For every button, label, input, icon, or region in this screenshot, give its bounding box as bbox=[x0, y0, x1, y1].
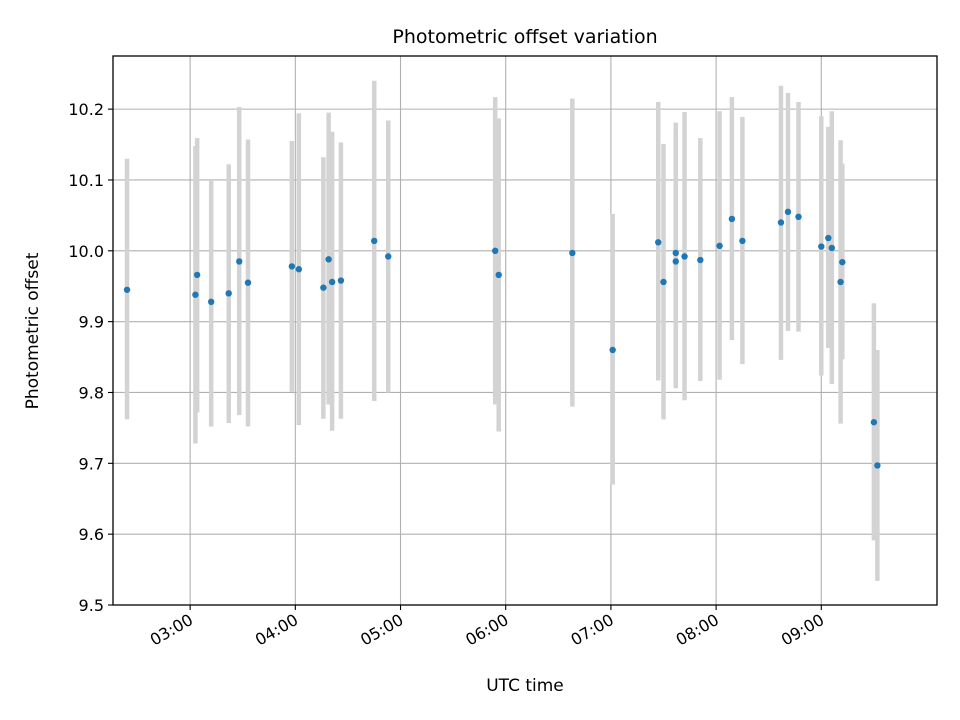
data-point bbox=[385, 253, 392, 260]
y-tick-label: 9.5 bbox=[79, 596, 104, 615]
data-points bbox=[123, 208, 881, 469]
y-tick-label: 10.1 bbox=[68, 171, 104, 190]
data-point bbox=[244, 279, 252, 286]
data-point bbox=[660, 278, 667, 286]
y-tick-label: 9.7 bbox=[79, 454, 104, 473]
data-point bbox=[609, 346, 616, 354]
data-point bbox=[784, 208, 792, 216]
y-axis: 9.5 9.6 9.7 9.8 9.9 10.0 10.1 10.2 bbox=[68, 100, 113, 615]
data-point bbox=[739, 237, 746, 245]
data-point bbox=[320, 284, 327, 291]
x-axis-label: UTC time bbox=[486, 676, 564, 696]
y-axis-label: Photometric offset bbox=[23, 252, 43, 409]
data-point bbox=[569, 249, 576, 257]
y-tick-label: 9.6 bbox=[79, 525, 104, 544]
data-point bbox=[874, 462, 881, 469]
data-point bbox=[295, 266, 303, 273]
data-point bbox=[655, 239, 662, 246]
data-point bbox=[236, 258, 243, 265]
data-point bbox=[491, 247, 499, 255]
data-point bbox=[225, 290, 232, 297]
data-point bbox=[825, 234, 832, 242]
plot-frame bbox=[112, 55, 938, 606]
data-point bbox=[681, 253, 688, 260]
data-point bbox=[870, 419, 878, 426]
y-tick-label: 10.2 bbox=[68, 100, 104, 119]
data-point bbox=[839, 258, 846, 266]
y-tick-label: 9.9 bbox=[79, 313, 104, 332]
data-point bbox=[672, 249, 679, 257]
data-point bbox=[495, 271, 502, 279]
data-point bbox=[193, 271, 201, 279]
data-point bbox=[697, 256, 704, 264]
data-point bbox=[777, 219, 785, 226]
data-point bbox=[288, 263, 296, 270]
data-point bbox=[123, 286, 131, 293]
chart-title: Photometric offset variation bbox=[392, 26, 657, 48]
data-point bbox=[672, 258, 679, 265]
data-point bbox=[728, 215, 736, 223]
data-point bbox=[192, 291, 199, 298]
data-point bbox=[371, 237, 378, 245]
data-point bbox=[795, 213, 802, 221]
data-point bbox=[337, 277, 345, 284]
data-point bbox=[207, 298, 215, 306]
data-point bbox=[716, 242, 723, 250]
data-point bbox=[818, 243, 825, 250]
y-tick-label: 10.0 bbox=[68, 242, 104, 261]
data-point bbox=[325, 256, 332, 263]
y-tick-label: 9.8 bbox=[79, 383, 104, 402]
data-point bbox=[828, 244, 836, 252]
data-point bbox=[837, 278, 844, 286]
data-point bbox=[328, 278, 336, 286]
